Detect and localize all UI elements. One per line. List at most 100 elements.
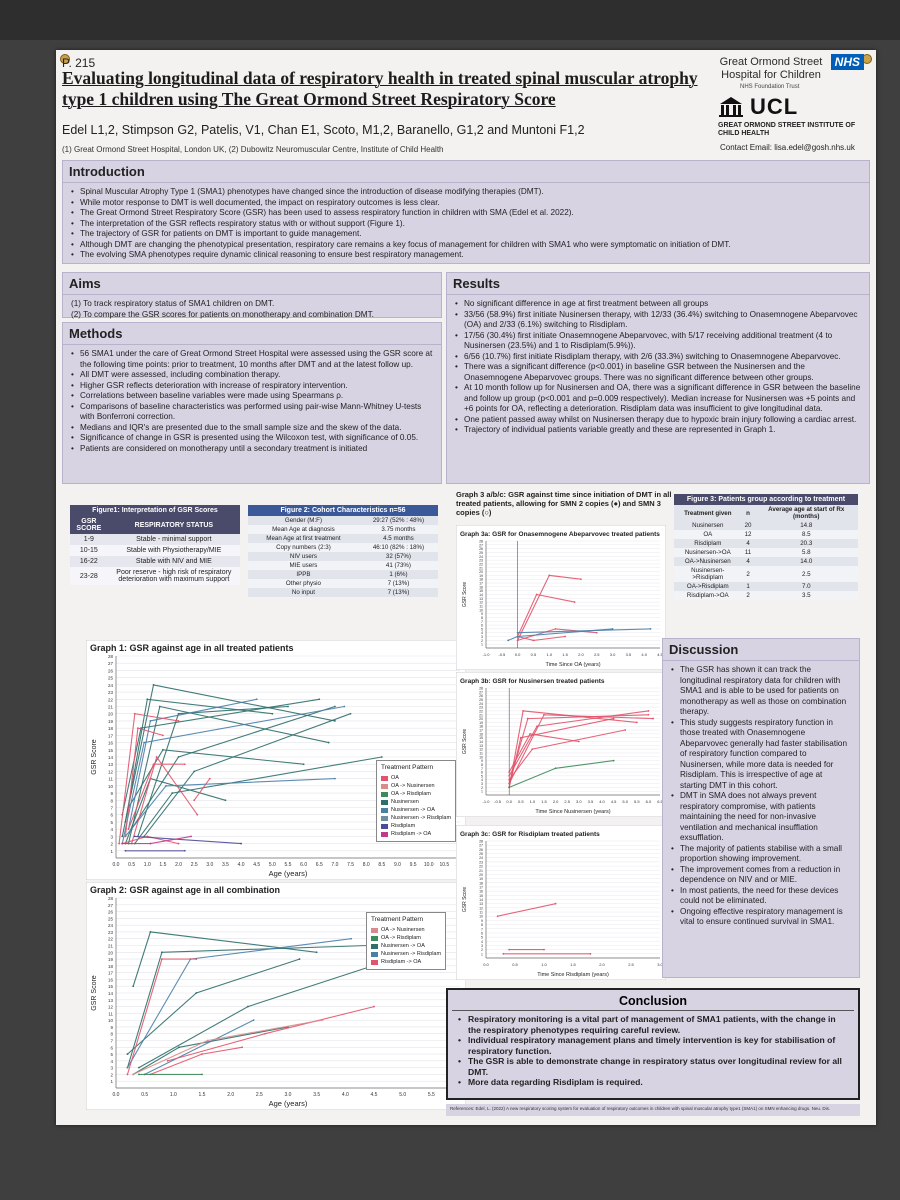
data-point: [136, 727, 139, 730]
x-tick-label: 8.5: [378, 862, 385, 868]
graph3c-chart: Graph 3c: GSR for Risdiplam treated pati…: [455, 824, 667, 981]
data-point: [573, 601, 576, 604]
data-point: [193, 799, 196, 802]
y-tick-label: 21: [479, 869, 483, 873]
y-tick-label: 12: [479, 748, 483, 752]
data-point: [624, 729, 627, 731]
data-point: [246, 1005, 249, 1008]
data-point: [589, 952, 592, 955]
y-tick-label: 26: [108, 668, 114, 673]
data-point: [507, 639, 510, 642]
data-point: [171, 792, 174, 794]
y-tick-label: 12: [479, 601, 483, 605]
bullet-item: 6/56 (10.7%) first initiate Risdiplam th…: [455, 352, 861, 363]
table-cell: 4: [741, 539, 755, 548]
y-tick-label: 8: [481, 763, 483, 767]
table-row: 1-9 Stable - minimal support: [70, 534, 240, 545]
bullet-item: Significance of change in GSR is present…: [71, 433, 433, 444]
table-cell: 46:10 (82% : 18%): [358, 543, 438, 552]
legend-label: OA -> Risdiplam: [381, 935, 421, 941]
data-point: [158, 705, 161, 708]
y-axis-label: GSR Score: [91, 739, 98, 775]
y-tick-label: 9: [110, 791, 113, 796]
y-axis-label: GSR Score: [462, 887, 468, 913]
data-point: [160, 951, 163, 954]
data-point: [554, 767, 557, 770]
table-row: Copy numbers (2:3) 46:10 (82% : 18%): [248, 543, 438, 552]
y-tick-label: 19: [479, 574, 483, 578]
data-point: [502, 952, 505, 955]
data-point: [531, 748, 534, 751]
introduction-heading: Introduction: [63, 161, 869, 183]
legend-item: OA: [381, 774, 451, 782]
y-tick-label: 5: [481, 627, 483, 631]
legend-swatch: [381, 775, 388, 781]
legend-item: Risdiplam -> OA: [371, 958, 441, 966]
legend-label: OA -> Nusinersen: [391, 783, 435, 789]
x-tick-label: 3.0: [206, 862, 213, 868]
y-tick-label: 28: [479, 840, 483, 844]
chart-title: Graph 2: GSR against age in all combinat…: [90, 885, 280, 895]
chart-title: Graph 3c: GSR for Risdiplam treated pati…: [460, 831, 600, 838]
data-point: [327, 741, 330, 744]
data-point: [535, 593, 538, 596]
ucl-logo: UCL: [750, 94, 799, 119]
y-tick-label: 20: [479, 570, 483, 574]
table-cell: 11: [741, 548, 755, 557]
legend-label: Nusinersen -> Risdiplam: [391, 815, 452, 821]
x-tick-label: 0.0: [515, 652, 521, 657]
y-tick-label: 3: [481, 782, 483, 786]
data-point: [522, 710, 525, 712]
x-tick-label: 4.0: [641, 652, 647, 657]
legend-item: Nusinersen -> Risdiplam: [371, 950, 441, 958]
legend-item: OA -> Risdiplam: [371, 934, 441, 942]
y-tick-label: 18: [479, 725, 483, 729]
series-line: [134, 835, 242, 845]
data-point: [647, 713, 650, 716]
legend-item: OA -> Nusinersen: [381, 782, 451, 790]
y-tick-label: 14: [479, 898, 483, 902]
y-tick-label: 5: [110, 1052, 113, 1057]
introduction-list: Spinal Muscular Atrophy Type 1 (SMA1) ph…: [63, 183, 869, 261]
y-tick-label: 19: [108, 957, 114, 962]
legend-label: OA -> Nusinersen: [381, 927, 425, 933]
data-point: [287, 705, 289, 708]
data-point: [121, 835, 124, 838]
data-point: [177, 842, 180, 845]
x-tick-label: 0.5: [518, 799, 524, 804]
y-tick-label: 4: [481, 631, 483, 635]
x-tick-label: 1.0: [144, 862, 151, 868]
legend-swatch: [381, 807, 388, 813]
aims-heading: Aims: [63, 273, 441, 295]
y-tick-label: 25: [479, 698, 483, 702]
legend-label: Risdiplam -> OA: [381, 959, 422, 965]
data-point: [208, 777, 211, 780]
x-tick-label: 3.0: [576, 799, 582, 804]
y-tick-label: 14: [479, 740, 483, 744]
bullet-item: Medians and IQR's are presented due to t…: [71, 423, 433, 434]
bullet-item: DMT in SMA does not always prevent respi…: [671, 791, 851, 844]
data-point: [318, 698, 321, 701]
x-tick-label: 9.0: [394, 862, 401, 868]
y-tick-label: 13: [479, 597, 483, 601]
x-tick-label: 1.5: [570, 962, 576, 967]
y-tick-label: 8: [110, 1032, 113, 1037]
y-tick-label: 27: [108, 903, 114, 908]
data-point: [647, 710, 650, 712]
data-point: [183, 849, 186, 852]
y-tick-label: 20: [479, 873, 483, 877]
data-point: [516, 639, 519, 642]
data-point: [380, 756, 383, 758]
chart-background: [455, 671, 667, 818]
y-tick-label: 3: [110, 834, 113, 839]
data-point: [519, 736, 522, 739]
y-tick-label: 28: [108, 654, 114, 659]
logo-block: Great Ormond Street Hospital for Childre…: [710, 50, 870, 155]
results-heading: Results: [447, 273, 869, 295]
table-cell: 3.75 months: [358, 525, 438, 534]
y-tick-label: 22: [108, 937, 114, 942]
data-point: [516, 635, 519, 638]
y-tick-label: 11: [108, 777, 113, 782]
table-row: OA 12 8.5: [674, 530, 858, 539]
y-tick-label: 2: [481, 948, 483, 952]
